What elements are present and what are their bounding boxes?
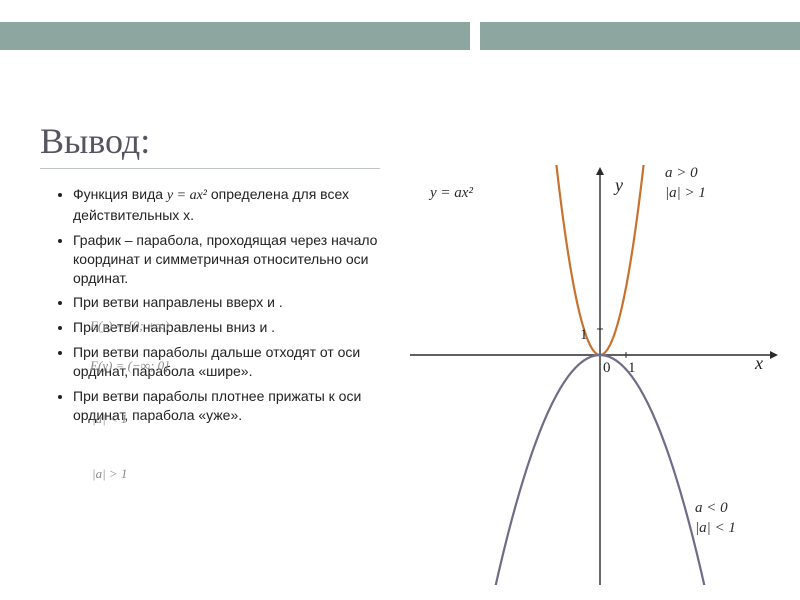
tick-origin: 0 xyxy=(603,360,611,377)
tick-one-x: 1 xyxy=(628,360,636,377)
bullet-text: При xyxy=(73,294,103,310)
bullet-item: Функция вида y = ax² определена для всех… xyxy=(73,185,400,225)
bullet-math: y = ax² xyxy=(167,188,207,203)
bullet-text: ветви направлены вверх и . xyxy=(103,294,283,310)
axis-label-x: x xyxy=(755,353,763,374)
bullet-text: График – парабола, проходящая через нача… xyxy=(73,232,377,286)
bullet-list: Функция вида y = ax² определена для всех… xyxy=(55,185,400,431)
header-band-right xyxy=(480,22,800,50)
header-band-left xyxy=(0,22,470,50)
bullet-text: Функция вида xyxy=(73,186,167,202)
overlay-math: |a| < 1 xyxy=(92,411,127,427)
overlay-math: E(y) = [0; +∞) xyxy=(90,318,169,334)
chart-area: y x 0 1 1 xyxy=(410,165,780,585)
slide-title: Вывод: xyxy=(40,120,150,162)
axis-label-y: y xyxy=(615,175,623,196)
overlay-math: |a| > 1 xyxy=(92,466,127,482)
title-underline xyxy=(40,168,380,169)
tick-one-y: 1 xyxy=(580,327,588,344)
bullet-item: При ветви направлены вверх и . xyxy=(73,293,400,312)
overlay-math: E(y) = (−∞; 0] xyxy=(90,358,169,374)
bullet-item: График – парабола, проходящая через нача… xyxy=(73,231,400,288)
parabola-chart xyxy=(410,165,780,585)
